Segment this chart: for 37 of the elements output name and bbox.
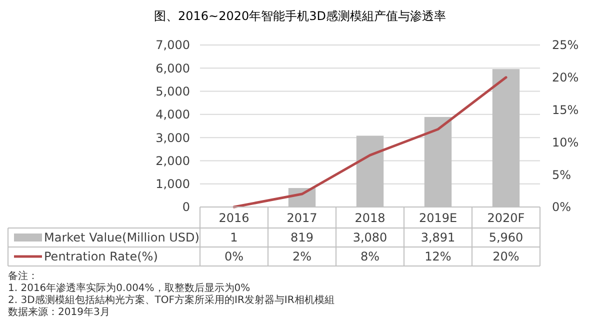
y2-tick-label: 25% <box>552 38 579 52</box>
data-label: 5,960 <box>488 230 524 245</box>
x-tick-label: 2018 <box>354 211 386 225</box>
data-label: 1 <box>230 230 238 245</box>
chart-title: 图、2016~2020年智能手机3D感测模組产值与渗透率 <box>154 9 446 23</box>
data-label: 20% <box>492 250 520 264</box>
y2-tick-label: 5% <box>552 168 572 182</box>
x-tick-label: 2017 <box>286 211 318 225</box>
y2-tick-label: 0% <box>552 200 572 214</box>
y2-tick-label: 10% <box>552 135 579 150</box>
y-tick-label: 5,000 <box>156 84 190 98</box>
x-tick-label: 2020F <box>487 211 525 225</box>
data-label: 0% <box>224 250 244 264</box>
data-label: 2% <box>292 250 312 264</box>
legend-label: Pentration Rate(%) <box>44 250 158 264</box>
y2-tick-label: 15% <box>552 103 579 117</box>
text: 2. 3D感测模組包括結构光方案、TOF方案所采用的IR发射器与IR相机模組 <box>8 294 334 306</box>
y-tick-label: 1,000 <box>156 177 190 192</box>
legend-label: Market Value(Million USD) <box>44 230 200 245</box>
text: 备注： <box>8 270 38 282</box>
line-series <box>232 76 508 208</box>
y-tick-label: 2,000 <box>156 154 190 168</box>
y-tick-label: 6,000 <box>156 61 190 76</box>
source-note: 数据来源：2019年3月 <box>8 306 110 318</box>
data-label: 819 <box>290 230 314 245</box>
y-tick-label: 4,000 <box>156 108 190 122</box>
data-label: 3,080 <box>352 230 388 245</box>
data-label: 8% <box>360 250 380 264</box>
y-tick-label: 3,000 <box>156 130 190 145</box>
data-label: 3,891 <box>420 230 456 245</box>
x-tick-label: 2019E <box>418 211 458 225</box>
y2-tick-label: 20% <box>552 70 579 85</box>
y-tick-label: 0 <box>182 200 190 214</box>
y-tick-label: 7,000 <box>156 38 190 52</box>
x-tick-label: 2016 <box>218 211 250 225</box>
text: 1. 2016年渗透率实际为0.004%，取整数后显示为0% <box>8 282 250 294</box>
data-label: 12% <box>424 250 452 264</box>
